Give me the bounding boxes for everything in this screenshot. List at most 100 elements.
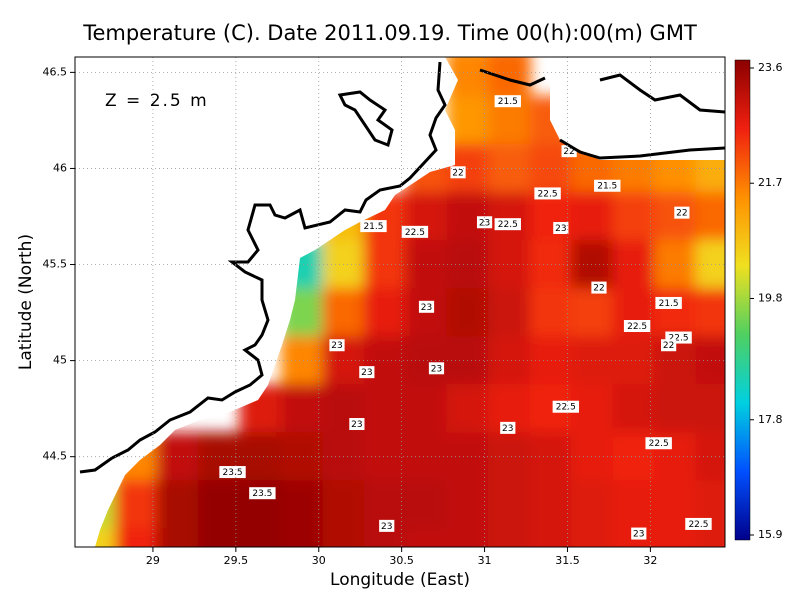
contour-label-box [534, 187, 561, 200]
cell [529, 480, 573, 530]
cell [571, 288, 614, 338]
colorbar-tick-label: 19.8 [758, 291, 783, 304]
contour-label: 23 [502, 424, 513, 434]
cell [322, 288, 365, 338]
x-tick-label: 31 [478, 554, 492, 567]
coastline [559, 138, 725, 160]
contour-label-box [553, 222, 569, 235]
coastline [79, 61, 447, 474]
y-axis-title: Latitude (North) [16, 234, 36, 370]
cell [571, 240, 614, 290]
cell [446, 528, 490, 547]
contour-label: 22.5 [627, 322, 647, 332]
contour-label: 22 [676, 209, 687, 219]
land [75, 57, 725, 547]
contour-label: 23 [431, 364, 442, 374]
contour-label: 22.5 [649, 439, 669, 449]
cell [405, 528, 448, 547]
contour-label-box [623, 320, 651, 333]
cell [446, 480, 490, 530]
cell [695, 528, 725, 547]
cell [488, 528, 531, 547]
cell [571, 528, 614, 547]
cell [280, 336, 324, 386]
chart-title: Temperature (C). Date 2011.09.19. Time 0… [82, 21, 697, 45]
cell [198, 480, 241, 530]
land-area [550, 57, 725, 160]
coastline [337, 68, 546, 147]
contour-label: 22 [593, 284, 604, 294]
cell [280, 384, 324, 434]
cell [156, 480, 200, 530]
x-tick-label: 32 [643, 554, 657, 567]
contour-label-box [359, 366, 375, 379]
cell [280, 528, 324, 547]
contour-label-box [476, 216, 493, 229]
x-tick-label: 30 [312, 554, 326, 567]
contour-label: 22.5 [688, 520, 708, 530]
contour-label-box [219, 466, 246, 479]
cell [405, 384, 448, 434]
contour-label: 22.5 [669, 334, 689, 344]
cell [654, 528, 697, 547]
cell [446, 384, 490, 434]
cell [488, 480, 531, 530]
y-tick-label: 45 [53, 354, 67, 367]
cell [695, 336, 725, 386]
contour-label: 22 [663, 341, 674, 351]
cell [405, 240, 448, 290]
contour-label-box [661, 339, 677, 352]
axes: 29 29.5 30 30.5 31 31.5 32 44.5 45 45.5 46 46.5 [43, 57, 725, 567]
cell [363, 528, 407, 547]
cell [529, 336, 573, 386]
cell [695, 288, 725, 338]
cell [322, 528, 365, 547]
cell [446, 288, 490, 338]
cell [488, 288, 531, 338]
contour-label-box [360, 220, 387, 233]
cell [654, 288, 697, 338]
contour-label-box [500, 421, 516, 434]
cell [654, 384, 697, 434]
cell [571, 191, 614, 242]
contour-label: 21.5 [597, 182, 617, 192]
contour-label: 23 [351, 420, 362, 430]
cell [280, 432, 324, 482]
x-tick-label: 29 [146, 554, 160, 567]
cell [571, 480, 614, 530]
contour-label-box [655, 296, 682, 309]
contour-label: 23 [331, 341, 342, 351]
cell [363, 288, 407, 338]
cell [695, 240, 725, 290]
contour-label: 22.5 [538, 189, 558, 199]
cell [488, 57, 531, 97]
y-tick-label: 44.5 [43, 450, 68, 463]
cell [239, 528, 282, 547]
cell [488, 191, 531, 242]
contour-label-box [645, 437, 672, 450]
contour-label-box [591, 281, 607, 294]
contour-label: 23 [381, 522, 392, 532]
cell [488, 143, 531, 193]
contour-label-box [329, 339, 345, 352]
contour-label-box [594, 179, 621, 192]
cell [239, 432, 282, 482]
cell [405, 480, 448, 530]
contour-label: 23.5 [223, 468, 243, 478]
x-axis-title: Longitude (East) [330, 570, 470, 590]
cell [529, 240, 573, 290]
y-tick-label: 46 [53, 161, 67, 174]
contour-label-box [428, 362, 445, 375]
cell [695, 384, 725, 434]
contour-label-box [450, 166, 466, 179]
cell [405, 336, 448, 386]
contour-label: 23 [479, 218, 490, 228]
cell [612, 384, 656, 434]
cell [198, 528, 241, 547]
contour-label-box [494, 95, 521, 108]
cell [115, 480, 158, 530]
cell [488, 240, 531, 290]
cell [529, 432, 573, 482]
contour-label: 21.5 [498, 97, 518, 107]
